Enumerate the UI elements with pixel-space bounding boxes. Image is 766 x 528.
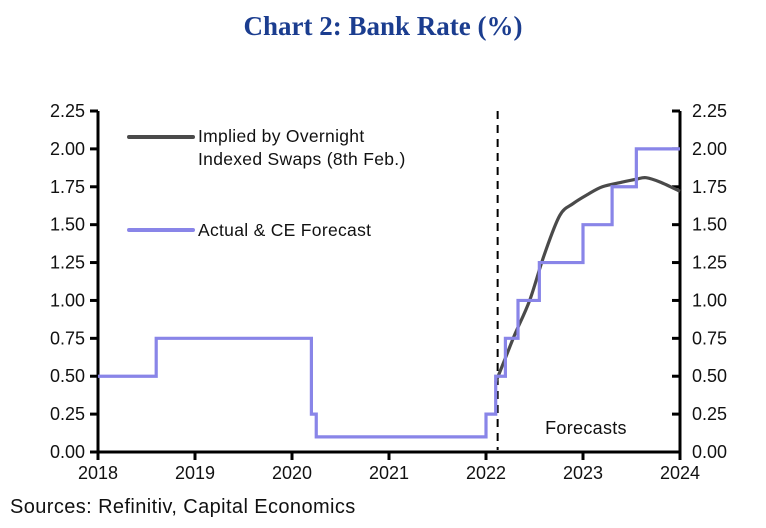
- y-tick-label-right: 1.75: [692, 177, 727, 197]
- series-line-ois: [494, 175, 681, 383]
- y-tick-label-left: 0.75: [50, 328, 85, 348]
- source-note: Sources: Refinitiv, Capital Economics: [10, 496, 356, 518]
- y-tick-label-right: 0.00: [692, 442, 727, 462]
- y-tick-label-right: 1.25: [692, 253, 727, 273]
- legend-label-ois: Implied by Overnight Indexed Swaps (8th …: [198, 125, 448, 171]
- y-tick-label-right: 2.25: [692, 101, 727, 121]
- ois-line-swatch: [127, 135, 195, 139]
- x-tick-label: 2020: [272, 463, 312, 483]
- y-tick-label-left: 1.50: [50, 215, 85, 235]
- y-tick-label-left: 0.00: [50, 442, 85, 462]
- y-tick-label-left: 1.75: [50, 177, 85, 197]
- y-tick-label-right: 1.50: [692, 215, 727, 235]
- ce-line-swatch: [127, 228, 195, 232]
- x-tick-label: 2024: [660, 463, 700, 483]
- y-tick-label-left: 0.25: [50, 404, 85, 424]
- y-tick-label-right: 2.00: [692, 139, 727, 159]
- legend-label-ois-line2: Indexed Swaps (8th Feb.): [198, 149, 406, 169]
- legend-label-ce: Actual & CE Forecast: [198, 220, 372, 240]
- y-tick-label-left: 2.00: [50, 139, 85, 159]
- x-tick-label: 2022: [466, 463, 506, 483]
- x-tick-label: 2021: [369, 463, 409, 483]
- forecasts-annotation: Forecasts: [545, 418, 627, 438]
- x-tick-label: 2023: [563, 463, 603, 483]
- y-tick-label-right: 0.75: [692, 328, 727, 348]
- y-tick-label-left: 1.00: [50, 290, 85, 310]
- y-tick-label-left: 0.50: [50, 366, 85, 386]
- y-tick-label-left: 2.25: [50, 101, 85, 121]
- y-tick-label-right: 0.25: [692, 404, 727, 424]
- y-tick-label-left: 1.25: [50, 253, 85, 273]
- y-tick-label-right: 1.00: [692, 290, 727, 310]
- x-tick-label: 2019: [175, 463, 215, 483]
- series-line-ce-forecast: [98, 147, 680, 439]
- x-tick-label: 2018: [78, 463, 118, 483]
- legend-label-ois-line1: Implied by Overnight: [198, 126, 365, 146]
- y-tick-label-right: 0.50: [692, 366, 727, 386]
- chart-title: Chart 2: Bank Rate (%): [243, 11, 523, 41]
